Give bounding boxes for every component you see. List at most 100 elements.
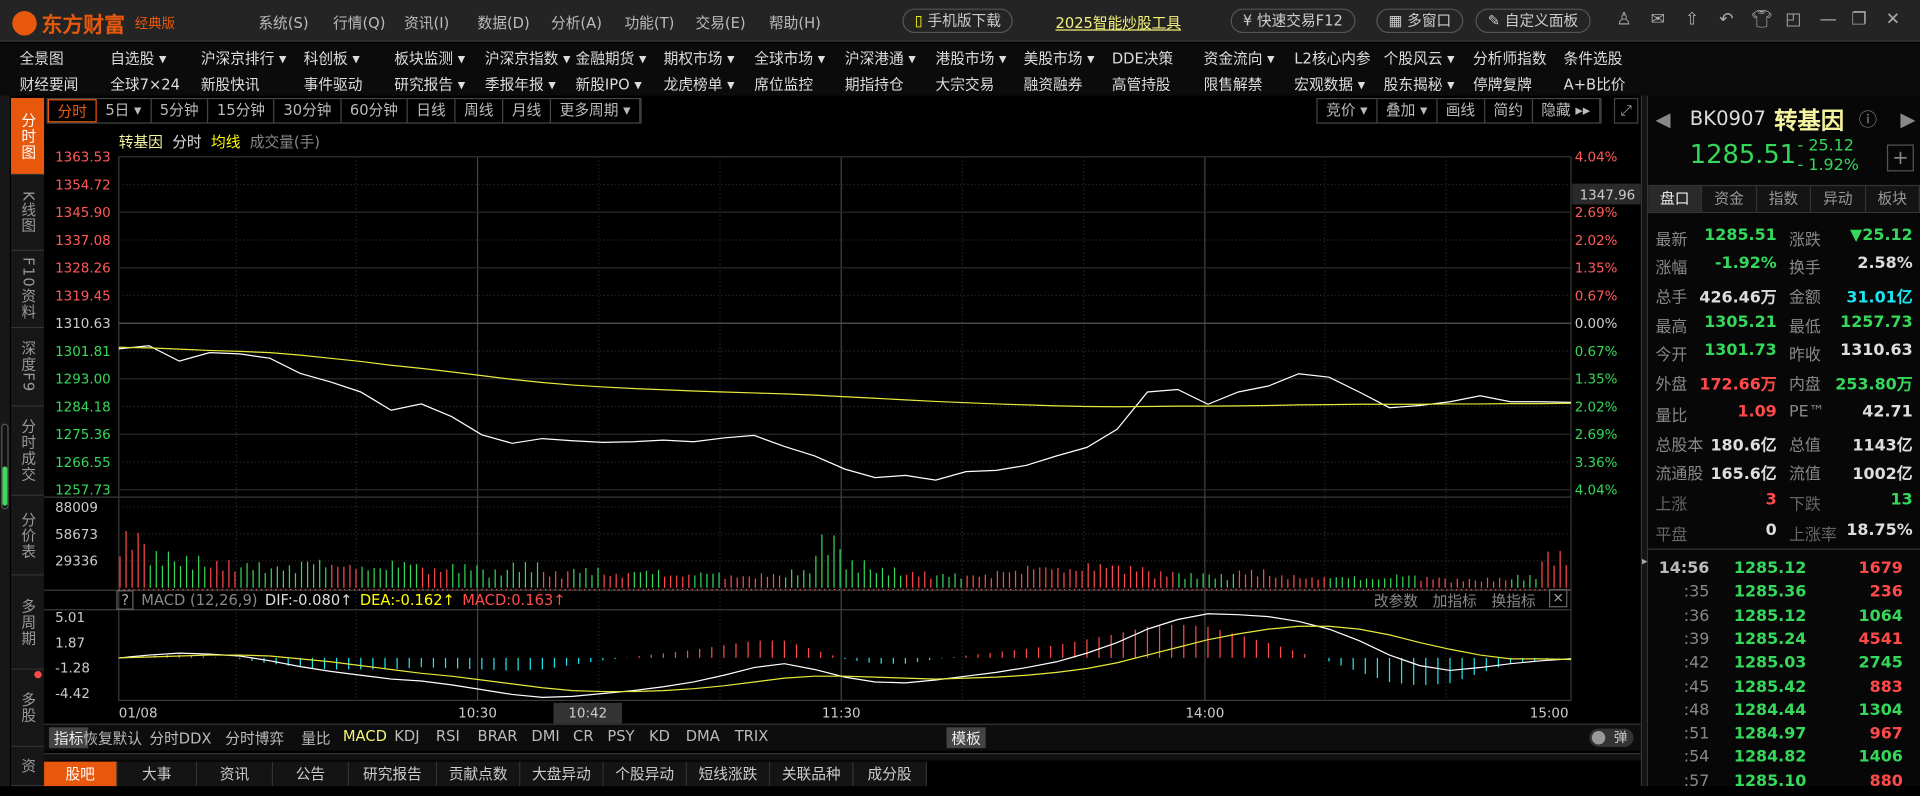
side-tab[interactable]: 多周期: [11, 575, 45, 670]
menu-item[interactable]: 功能(T): [624, 14, 675, 32]
custom-panel-button[interactable]: ✎ 自定义面板: [1475, 8, 1591, 34]
nav-item[interactable]: 财经要闻: [19, 75, 79, 94]
nav-item[interactable]: 限售解禁: [1203, 75, 1263, 94]
add-watchlist-button[interactable]: +: [1886, 144, 1914, 172]
nav-item[interactable]: 资金流向 ▾: [1203, 50, 1275, 68]
indicator-tab[interactable]: DMA: [685, 727, 720, 745]
nav-item[interactable]: 美股市场 ▾: [1023, 50, 1095, 68]
indicator-tab[interactable]: 分时博弈: [225, 729, 285, 747]
indicator-tab[interactable]: 量比: [301, 729, 331, 747]
promo-link[interactable]: 2025智能炒股工具: [1055, 14, 1182, 32]
period-tab[interactable]: 5日 ▾: [97, 99, 152, 123]
menu-item[interactable]: 分析(A): [551, 14, 602, 32]
nav-item[interactable]: 股东揭秘 ▾: [1383, 75, 1455, 94]
next-stock-icon[interactable]: ▶: [1900, 107, 1916, 132]
right-splitter[interactable]: ▸: [1640, 95, 1649, 787]
undo-icon[interactable]: ↶: [1719, 9, 1734, 30]
maximize-icon[interactable]: ❐: [1851, 9, 1867, 30]
quote-tab[interactable]: 盘口: [1648, 186, 1703, 212]
nav-item[interactable]: 全景图: [19, 50, 64, 68]
indicator-tab[interactable]: BRAR: [477, 727, 518, 745]
bottom-tab[interactable]: 成分股: [853, 761, 927, 787]
indicator-tab[interactable]: KDJ: [394, 727, 420, 745]
quote-tab[interactable]: 异动: [1811, 186, 1866, 212]
nav-item[interactable]: 宏观数据 ▾: [1294, 75, 1366, 94]
period-tab[interactable]: 15分钟: [208, 99, 275, 123]
nav-item[interactable]: 沪深京排行 ▾: [200, 50, 287, 68]
indicator-tab[interactable]: 恢复默认: [83, 729, 143, 747]
indicator-tab[interactable]: RSI: [435, 727, 460, 745]
mail-icon[interactable]: ✉: [1650, 9, 1665, 30]
nav-item[interactable]: 全球市场 ▾: [754, 50, 826, 68]
nav-item[interactable]: 港股市场 ▾: [935, 50, 1007, 68]
menu-item[interactable]: 资讯(I): [404, 14, 450, 32]
side-tab[interactable]: 深度F9: [11, 328, 45, 407]
fast-trade-button[interactable]: ¥ 快速交易F12: [1230, 8, 1356, 34]
nav-item[interactable]: 龙虎榜单 ▾: [663, 75, 735, 94]
user-icon[interactable]: ♙: [1616, 9, 1632, 30]
nav-item[interactable]: 全球7×24: [110, 75, 180, 94]
minimize-icon[interactable]: —: [1819, 9, 1837, 30]
side-tab[interactable]: 分价表: [11, 495, 45, 576]
bottom-tab[interactable]: 股吧: [44, 761, 118, 787]
macd-tool-button[interactable]: 改参数: [1373, 592, 1418, 610]
menu-item[interactable]: 行情(Q): [333, 14, 386, 32]
popup-toggle[interactable]: 弹: [1589, 728, 1634, 747]
nav-item[interactable]: 席位监控: [754, 75, 814, 94]
prev-stock-icon[interactable]: ◀: [1655, 107, 1671, 132]
nav-item[interactable]: 期指持仓: [844, 75, 904, 94]
nav-item[interactable]: 停牌复牌: [1473, 75, 1532, 94]
chart-tool[interactable]: 隐藏 ▸▸: [1533, 99, 1600, 123]
nav-item[interactable]: 大宗交易: [935, 75, 995, 94]
nav-item[interactable]: 事件驱动: [303, 75, 363, 94]
indicator-tab[interactable]: KD: [648, 727, 670, 745]
indicator-tab[interactable]: 指标: [48, 727, 89, 749]
bottom-tab[interactable]: 研究报告: [348, 761, 438, 787]
nav-item[interactable]: 个股风云 ▾: [1383, 50, 1455, 68]
bottom-tab[interactable]: 大盘异动: [520, 761, 604, 787]
quote-tab[interactable]: 指数: [1757, 186, 1812, 212]
skin-icon[interactable]: 👕︎: [1751, 9, 1773, 30]
indicator-tab[interactable]: DMI: [531, 727, 560, 745]
bottom-tab[interactable]: 关联品种: [770, 761, 854, 787]
bottom-tab[interactable]: 贡献点数: [437, 761, 521, 787]
period-tab[interactable]: 周线: [456, 99, 504, 123]
period-tab[interactable]: 日线: [408, 99, 456, 123]
nav-item[interactable]: 新股快讯: [200, 75, 260, 94]
indicator-tab[interactable]: CR: [573, 727, 594, 745]
bottom-tab[interactable]: 资讯: [197, 761, 274, 787]
bottom-tab[interactable]: 短线涨跌: [686, 761, 771, 787]
period-tab[interactable]: 30分钟: [275, 99, 342, 123]
nav-item[interactable]: 金融期货 ▾: [575, 50, 647, 68]
nav-item[interactable]: 季报年报 ▾: [484, 75, 556, 94]
nav-item[interactable]: DDE决策: [1111, 50, 1174, 68]
menu-item[interactable]: 数据(D): [477, 14, 530, 32]
chart-tool[interactable]: 画线: [1437, 99, 1485, 123]
nav-item[interactable]: L2核心内参: [1294, 50, 1371, 68]
close-icon[interactable]: ✕: [1885, 9, 1901, 30]
indicator-tab[interactable]: TRIX: [734, 727, 769, 745]
fullscreen-icon[interactable]: ⤢: [1613, 97, 1639, 124]
period-tab[interactable]: 5分钟: [151, 99, 209, 123]
bottom-tab[interactable]: 大事: [117, 761, 198, 787]
nav-item[interactable]: A+B比价: [1563, 75, 1626, 94]
layout-icon[interactable]: ◰: [1785, 9, 1802, 30]
menu-item[interactable]: 交易(E): [695, 14, 746, 32]
nav-item[interactable]: 分析师指数: [1473, 50, 1547, 68]
macd-tool-button[interactable]: 加指标: [1432, 592, 1477, 610]
macd-tool-button[interactable]: 换指标: [1491, 592, 1536, 610]
chart-tool[interactable]: 叠加 ▾: [1377, 99, 1438, 123]
menu-item[interactable]: 帮助(H): [768, 14, 821, 32]
nav-item[interactable]: 研究报告 ▾: [394, 75, 466, 94]
quote-tab[interactable]: 资金: [1703, 186, 1757, 212]
side-tab[interactable]: 分时图: [11, 97, 45, 176]
quote-tab[interactable]: 板块: [1866, 186, 1920, 212]
bottom-tab[interactable]: 公告: [273, 761, 349, 787]
nav-item[interactable]: 沪深港通 ▾: [844, 50, 916, 68]
intraday-chart[interactable]: 1363.53 4.04% 1354.72 1345.90 2.69% 1337.08 2.…: [0, 0, 1641, 725]
nav-item[interactable]: 期权市场 ▾: [663, 50, 735, 68]
multi-window-button[interactable]: ▦ 多窗口: [1376, 8, 1464, 34]
help-icon[interactable]: ?: [116, 590, 134, 610]
info-icon[interactable]: ⓘ: [1858, 108, 1878, 132]
period-tab[interactable]: 月线: [503, 99, 552, 123]
